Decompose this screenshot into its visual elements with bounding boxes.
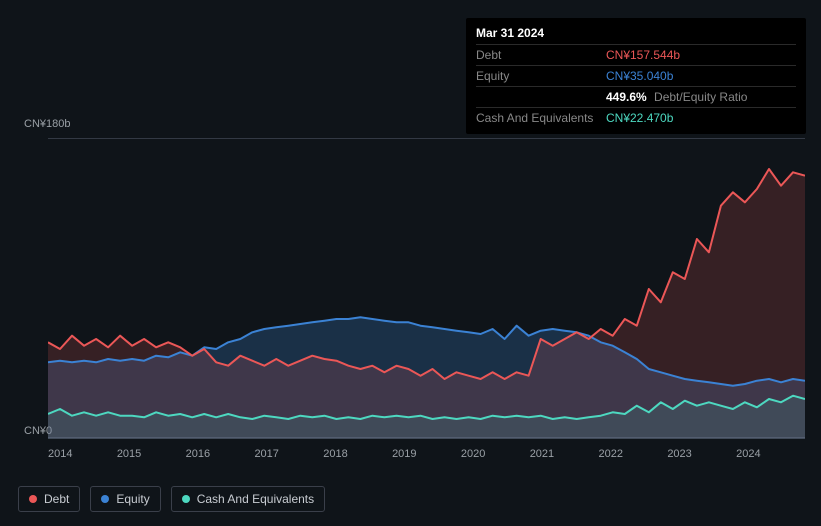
tooltip-value: CN¥22.470b [606, 111, 673, 125]
tooltip-label [476, 90, 606, 104]
x-axis-year: 2014 [48, 448, 117, 460]
legend-dot-icon [29, 495, 37, 503]
chart-container: CN¥180b CN¥0 201420152016201720182019202… [16, 120, 805, 460]
x-axis-year: 2018 [323, 448, 392, 460]
tooltip-row-equity: Equity CN¥35.040b [476, 65, 796, 86]
x-axis-year: 2021 [530, 448, 599, 460]
tooltip-value: CN¥157.544b [606, 48, 680, 62]
chart-svg [48, 139, 805, 439]
tooltip-row-cash: Cash And Equivalents CN¥22.470b [476, 107, 796, 128]
tooltip-row-ratio: 449.6% Debt/Equity Ratio [476, 86, 796, 107]
legend: Debt Equity Cash And Equivalents [18, 486, 325, 512]
tooltip-label: Equity [476, 69, 606, 83]
tooltip-ratio-label: Debt/Equity Ratio [654, 90, 747, 104]
legend-label: Equity [116, 492, 149, 506]
x-axis-year: 2015 [117, 448, 186, 460]
tooltip-row-debt: Debt CN¥157.544b [476, 44, 796, 65]
x-axis-year: 2022 [599, 448, 668, 460]
tooltip-label: Debt [476, 48, 606, 62]
x-axis-year: 2017 [254, 448, 323, 460]
data-tooltip: Mar 31 2024 Debt CN¥157.544b Equity CN¥3… [466, 18, 806, 134]
x-axis-year: 2020 [461, 448, 530, 460]
legend-item-debt[interactable]: Debt [18, 486, 80, 512]
x-axis-labels: 2014201520162017201820192020202120222023… [48, 448, 805, 460]
tooltip-label: Cash And Equivalents [476, 111, 606, 125]
y-axis-max-label: CN¥180b [24, 118, 70, 130]
legend-item-equity[interactable]: Equity [90, 486, 160, 512]
x-axis-year: 2024 [736, 448, 805, 460]
legend-label: Cash And Equivalents [197, 492, 314, 506]
legend-dot-icon [101, 495, 109, 503]
chart-plot-area[interactable] [48, 138, 805, 438]
tooltip-ratio-pct: 449.6% [606, 90, 647, 104]
tooltip-date: Mar 31 2024 [476, 24, 796, 44]
legend-label: Debt [44, 492, 69, 506]
legend-item-cash[interactable]: Cash And Equivalents [171, 486, 325, 512]
x-axis-year: 2016 [186, 448, 255, 460]
x-axis-year: 2019 [392, 448, 461, 460]
x-axis-year: 2023 [667, 448, 736, 460]
tooltip-value: CN¥35.040b [606, 69, 673, 83]
legend-dot-icon [182, 495, 190, 503]
